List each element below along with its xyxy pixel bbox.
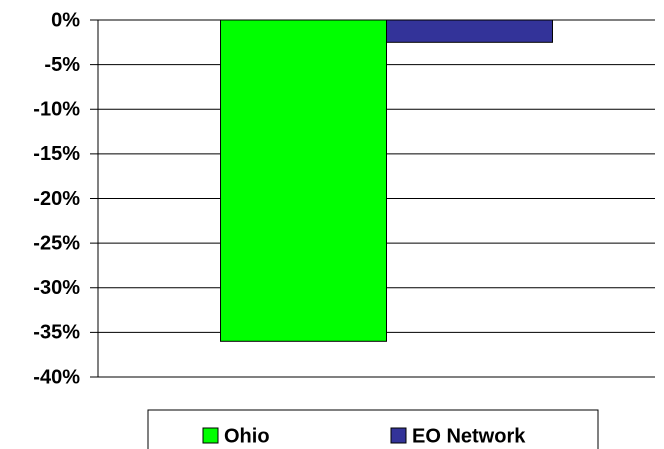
legend-swatch	[390, 427, 407, 444]
y-tick-label: -35%	[33, 322, 80, 344]
legend-box	[147, 409, 599, 449]
y-tick-label: -20%	[33, 188, 80, 210]
legend-label: Ohio	[224, 425, 270, 447]
legend-swatch	[202, 427, 219, 444]
bar	[220, 19, 387, 342]
y-tick-label: -30%	[33, 277, 80, 299]
y-tick-label: -5%	[44, 54, 80, 76]
y-tick-label: -25%	[33, 232, 80, 254]
legend-label: EO Network	[412, 425, 526, 447]
y-tick-label: -15%	[33, 143, 80, 165]
bar	[386, 19, 553, 43]
y-tick-label: 0%	[51, 9, 80, 31]
y-tick-label: -40%	[33, 366, 80, 388]
y-tick-label: -10%	[33, 99, 80, 121]
